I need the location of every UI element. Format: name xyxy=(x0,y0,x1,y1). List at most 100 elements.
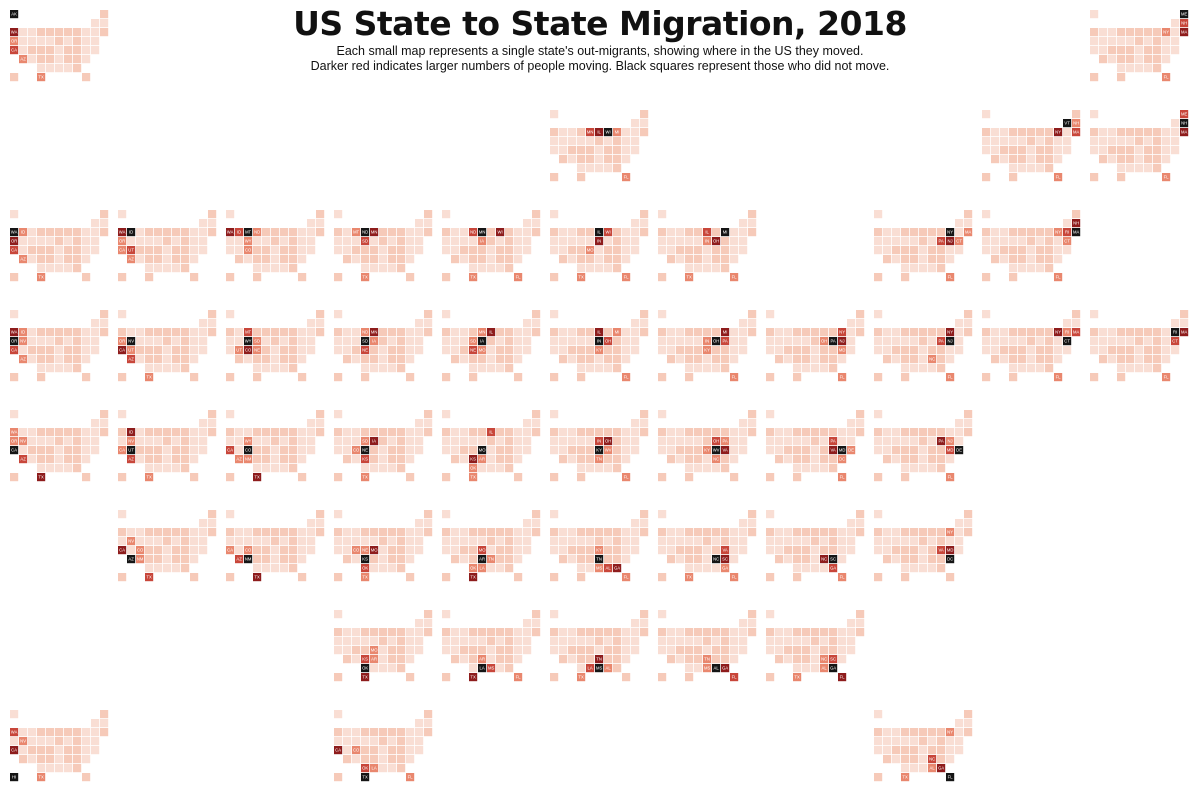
tile-md-nm xyxy=(784,455,793,464)
tile-nv-ok xyxy=(145,364,154,373)
tile-id-ia xyxy=(154,237,163,246)
tile-ut-mn xyxy=(154,428,163,437)
tile-ri-sd xyxy=(1117,337,1126,346)
tile-nm-pa xyxy=(289,537,298,546)
tile-fl-ne xyxy=(901,746,910,755)
tile-ms-or xyxy=(550,637,559,646)
tile-ma-fl xyxy=(1054,273,1063,282)
tile-label-tn-ms: MS xyxy=(596,566,602,571)
tile-ak-ne xyxy=(37,46,46,55)
tile-ok-ak xyxy=(334,610,343,619)
tile-wv-tn xyxy=(703,455,712,464)
tile-ms-ia xyxy=(586,637,595,646)
tile-ut-co xyxy=(136,446,145,455)
tile-vt-wa xyxy=(982,128,991,137)
tile-oh-ar xyxy=(694,355,703,364)
tile-id-ut xyxy=(127,246,136,255)
tile-al-ny xyxy=(730,628,739,637)
tile-ne-wv xyxy=(388,446,397,455)
tile-nd-tn xyxy=(379,255,388,264)
tile-label-ks-ne: NE xyxy=(362,548,368,553)
tile-ak-wa xyxy=(10,28,19,37)
tile-ia-ms xyxy=(487,364,496,373)
tile-ut-de xyxy=(199,446,208,455)
tile-tn-mn xyxy=(586,528,595,537)
tile-co-ks xyxy=(253,455,262,464)
tile-label-az-ca: CA xyxy=(119,548,125,553)
tile-sd-wy xyxy=(352,337,361,346)
tile-label-nh-me: ME xyxy=(1181,112,1187,117)
tile-label-ma-ny: NY xyxy=(1055,230,1061,235)
tile-oh-va xyxy=(721,346,730,355)
tile-mo-fl xyxy=(514,473,523,482)
tile-ky-az xyxy=(559,455,568,464)
tile-wv-la xyxy=(694,464,703,473)
tile-mi-ut xyxy=(667,246,676,255)
tile-co-ak xyxy=(226,410,235,419)
tile-ms-il xyxy=(595,628,604,637)
tile-mo-pa xyxy=(505,437,514,446)
tile-wy-wa xyxy=(226,328,235,337)
tile-nj-oh xyxy=(928,337,937,346)
tile-label-tn-ky: KY xyxy=(596,548,602,553)
tile-label-nc-sc: SC xyxy=(722,557,728,562)
tile-al-la xyxy=(694,664,703,673)
tile-label-dc-ny: NY xyxy=(947,530,953,535)
tile-label-ri-ma: MA xyxy=(1181,330,1187,335)
tile-ga-or xyxy=(766,637,775,646)
tile-in-nv xyxy=(559,337,568,346)
tile-hi-wi xyxy=(64,728,73,737)
tile-ut-dc xyxy=(190,455,199,464)
tile-label-mo-ks: KS xyxy=(470,457,476,462)
tile-ms-vt xyxy=(631,619,640,628)
tile-label-la-ar: AR xyxy=(479,657,485,662)
tile-tx-sc xyxy=(397,755,406,764)
tile-tx-oh xyxy=(388,737,397,746)
tile-nc-ak xyxy=(658,510,667,519)
tile-ct-ri xyxy=(1063,328,1072,337)
tile-or-tn xyxy=(55,355,64,364)
tile-nj-nm xyxy=(892,355,901,364)
tile-me-ma xyxy=(1180,28,1189,37)
tile-wa-de xyxy=(91,246,100,255)
tile-ri-wa xyxy=(1090,328,1099,337)
tile-ma-mi xyxy=(1045,228,1054,237)
tile-fl-la xyxy=(910,764,919,773)
tile-wv-nv xyxy=(667,437,676,446)
tile-ok-nm xyxy=(352,655,361,664)
tile-ny-nh xyxy=(964,219,973,228)
tile-dc-ca xyxy=(874,546,883,555)
tile-al-tx xyxy=(685,673,694,682)
tile-ne-ok xyxy=(361,464,370,473)
tile-label-ak-or: OR xyxy=(11,39,17,44)
tile-id-vt xyxy=(199,219,208,228)
tile-wv-sd xyxy=(685,437,694,446)
tile-wy-or xyxy=(226,337,235,346)
tile-mt-ct xyxy=(307,237,316,246)
tile-nc-oh xyxy=(712,537,721,546)
tile-sc-mn xyxy=(802,528,811,537)
tile-nm-nd xyxy=(253,528,262,537)
tile-ga-ar xyxy=(802,655,811,664)
tile-al-nj xyxy=(730,637,739,646)
tile-pa-me xyxy=(856,310,865,319)
tile-ga-ok xyxy=(793,664,802,673)
tile-ut-ct xyxy=(199,437,208,446)
tile-ri-wv xyxy=(1144,346,1153,355)
tile-ga-dc xyxy=(838,655,847,664)
tile-mi-ri xyxy=(739,228,748,237)
tile-ut-ms xyxy=(163,464,172,473)
tile-ne-me xyxy=(424,410,433,419)
tile-co-nv xyxy=(235,437,244,446)
tile-mo-vt xyxy=(523,419,532,428)
tile-label-ky-oh: OH xyxy=(605,439,611,444)
tile-nd-ks xyxy=(361,255,370,264)
tile-fl-tx xyxy=(901,773,910,782)
tile-mn-nc xyxy=(496,255,505,264)
tile-ut-ky xyxy=(163,446,172,455)
tile-id-in xyxy=(163,237,172,246)
